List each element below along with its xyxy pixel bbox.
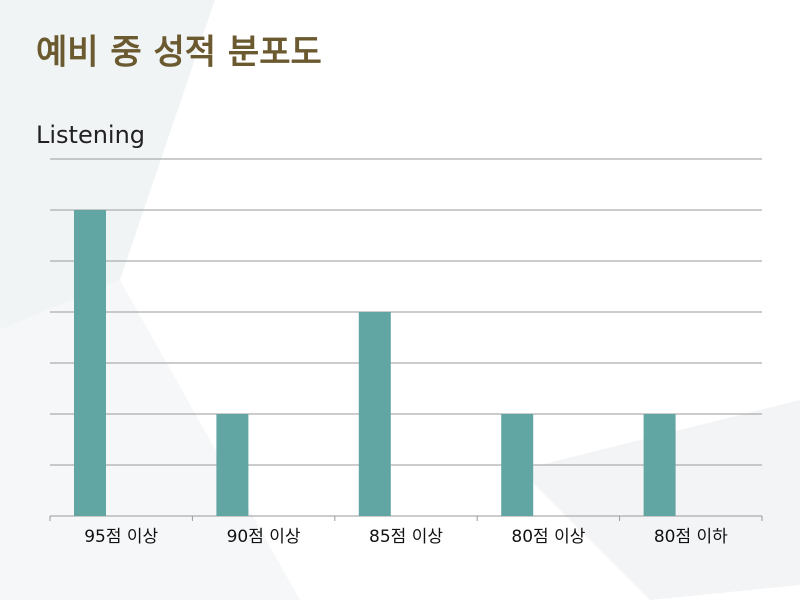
bar — [501, 414, 534, 516]
bar — [643, 414, 676, 516]
x-tick-label: 95점 이상 — [84, 527, 158, 547]
background-shape — [0, 0, 215, 330]
x-tick-label: 85점 이상 — [369, 527, 443, 547]
bar — [74, 210, 106, 516]
chart-subtitle: Listening — [36, 121, 145, 149]
bar — [216, 414, 249, 516]
background-shape — [0, 280, 300, 600]
bar — [358, 312, 391, 516]
x-tick-label: 80점 이상 — [511, 527, 585, 547]
x-tick-label: 80점 이하 — [654, 527, 728, 547]
x-tick-label: 90점 이상 — [227, 527, 301, 547]
chart-title: 예비 중 성적 분포도 — [36, 33, 322, 73]
